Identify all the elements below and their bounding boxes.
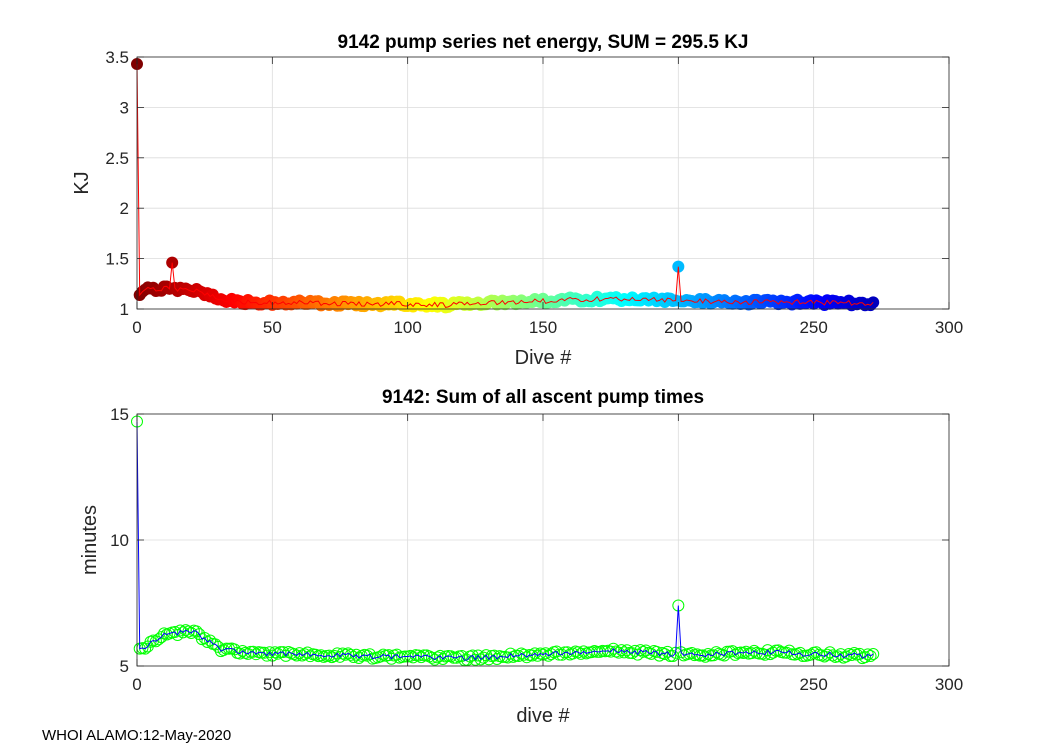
energy-x-tick-label: 50 (263, 318, 282, 337)
pump-time-data (131, 415, 880, 667)
pump-time-y-tick-label: 5 (120, 657, 129, 676)
pump-time-point (301, 646, 314, 659)
pump-time-x-tick-label: 300 (935, 675, 963, 694)
energy-point (867, 296, 880, 309)
energy-chart-title: 9142 pump series net energy, SUM = 295.5… (338, 32, 749, 53)
pump-time-x-tick-label: 100 (393, 675, 421, 694)
pump-time-x-tick-label: 200 (664, 675, 692, 694)
energy-series-line (136, 64, 874, 308)
energy-x-tick-label: 0 (132, 318, 141, 337)
energy-y-tick-label: 1 (120, 300, 129, 319)
pump-time-point (748, 644, 761, 657)
energy-y-tick-label: 3 (120, 98, 129, 117)
energy-data (131, 58, 880, 314)
pump-time-point (198, 631, 211, 644)
pump-time-series-line (136, 421, 874, 661)
pump-time-ticks: 0 50 100 150 200 250 300 5 10 15 (110, 405, 963, 694)
pump-time-point (480, 649, 493, 662)
energy-y-tick-label: 2 (120, 199, 129, 218)
pump-time-axes: 0 50 100 150 200 250 300 5 10 15 9142: Sum of all… (79, 387, 963, 727)
pump-time-x-axis-label: dive # (516, 705, 570, 727)
pump-time-y-tick-label: 15 (110, 405, 129, 424)
pump-time-point (201, 635, 214, 648)
energy-y-tick-label: 1.5 (105, 250, 129, 269)
energy-axes: 0 50 100 150 200 250 300 1 1.5 2 2.5 3 3.5 9142 pump… (71, 32, 963, 369)
pump-time-point (699, 650, 712, 663)
energy-x-tick-label: 150 (529, 318, 557, 337)
pump-time-point (185, 627, 198, 640)
energy-ticks: 0 50 100 150 200 250 300 1 1.5 2 2.5 3 3.5 (105, 48, 963, 337)
energy-x-tick-label: 250 (799, 318, 827, 337)
energy-x-axis-label: Dive # (515, 347, 573, 369)
pump-time-point (859, 651, 872, 664)
energy-y-axis-label: KJ (71, 171, 93, 194)
pump-time-point (796, 649, 809, 662)
pump-time-point (864, 649, 877, 662)
pump-time-chart-title: 9142: Sum of all ascent pump times (382, 387, 704, 408)
pump-time-point (729, 648, 742, 661)
pump-time-point (293, 647, 306, 660)
energy-y-tick-label: 3.5 (105, 48, 129, 67)
footer-credit: WHOI ALAMO:12-May-2020 (42, 727, 232, 744)
pump-time-x-tick-label: 50 (263, 675, 282, 694)
energy-x-tick-label: 100 (393, 318, 421, 337)
pump-time-point (155, 631, 168, 644)
pump-time-x-tick-label: 0 (132, 675, 141, 694)
pump-time-x-tick-label: 150 (529, 675, 557, 694)
pump-time-y-axis-label: minutes (79, 505, 101, 575)
pump-time-x-tick-label: 250 (799, 675, 827, 694)
energy-x-tick-label: 300 (935, 318, 963, 337)
energy-x-tick-label: 200 (664, 318, 692, 337)
pump-time-y-tick-label: 10 (110, 531, 129, 550)
energy-y-tick-label: 2.5 (105, 149, 129, 168)
